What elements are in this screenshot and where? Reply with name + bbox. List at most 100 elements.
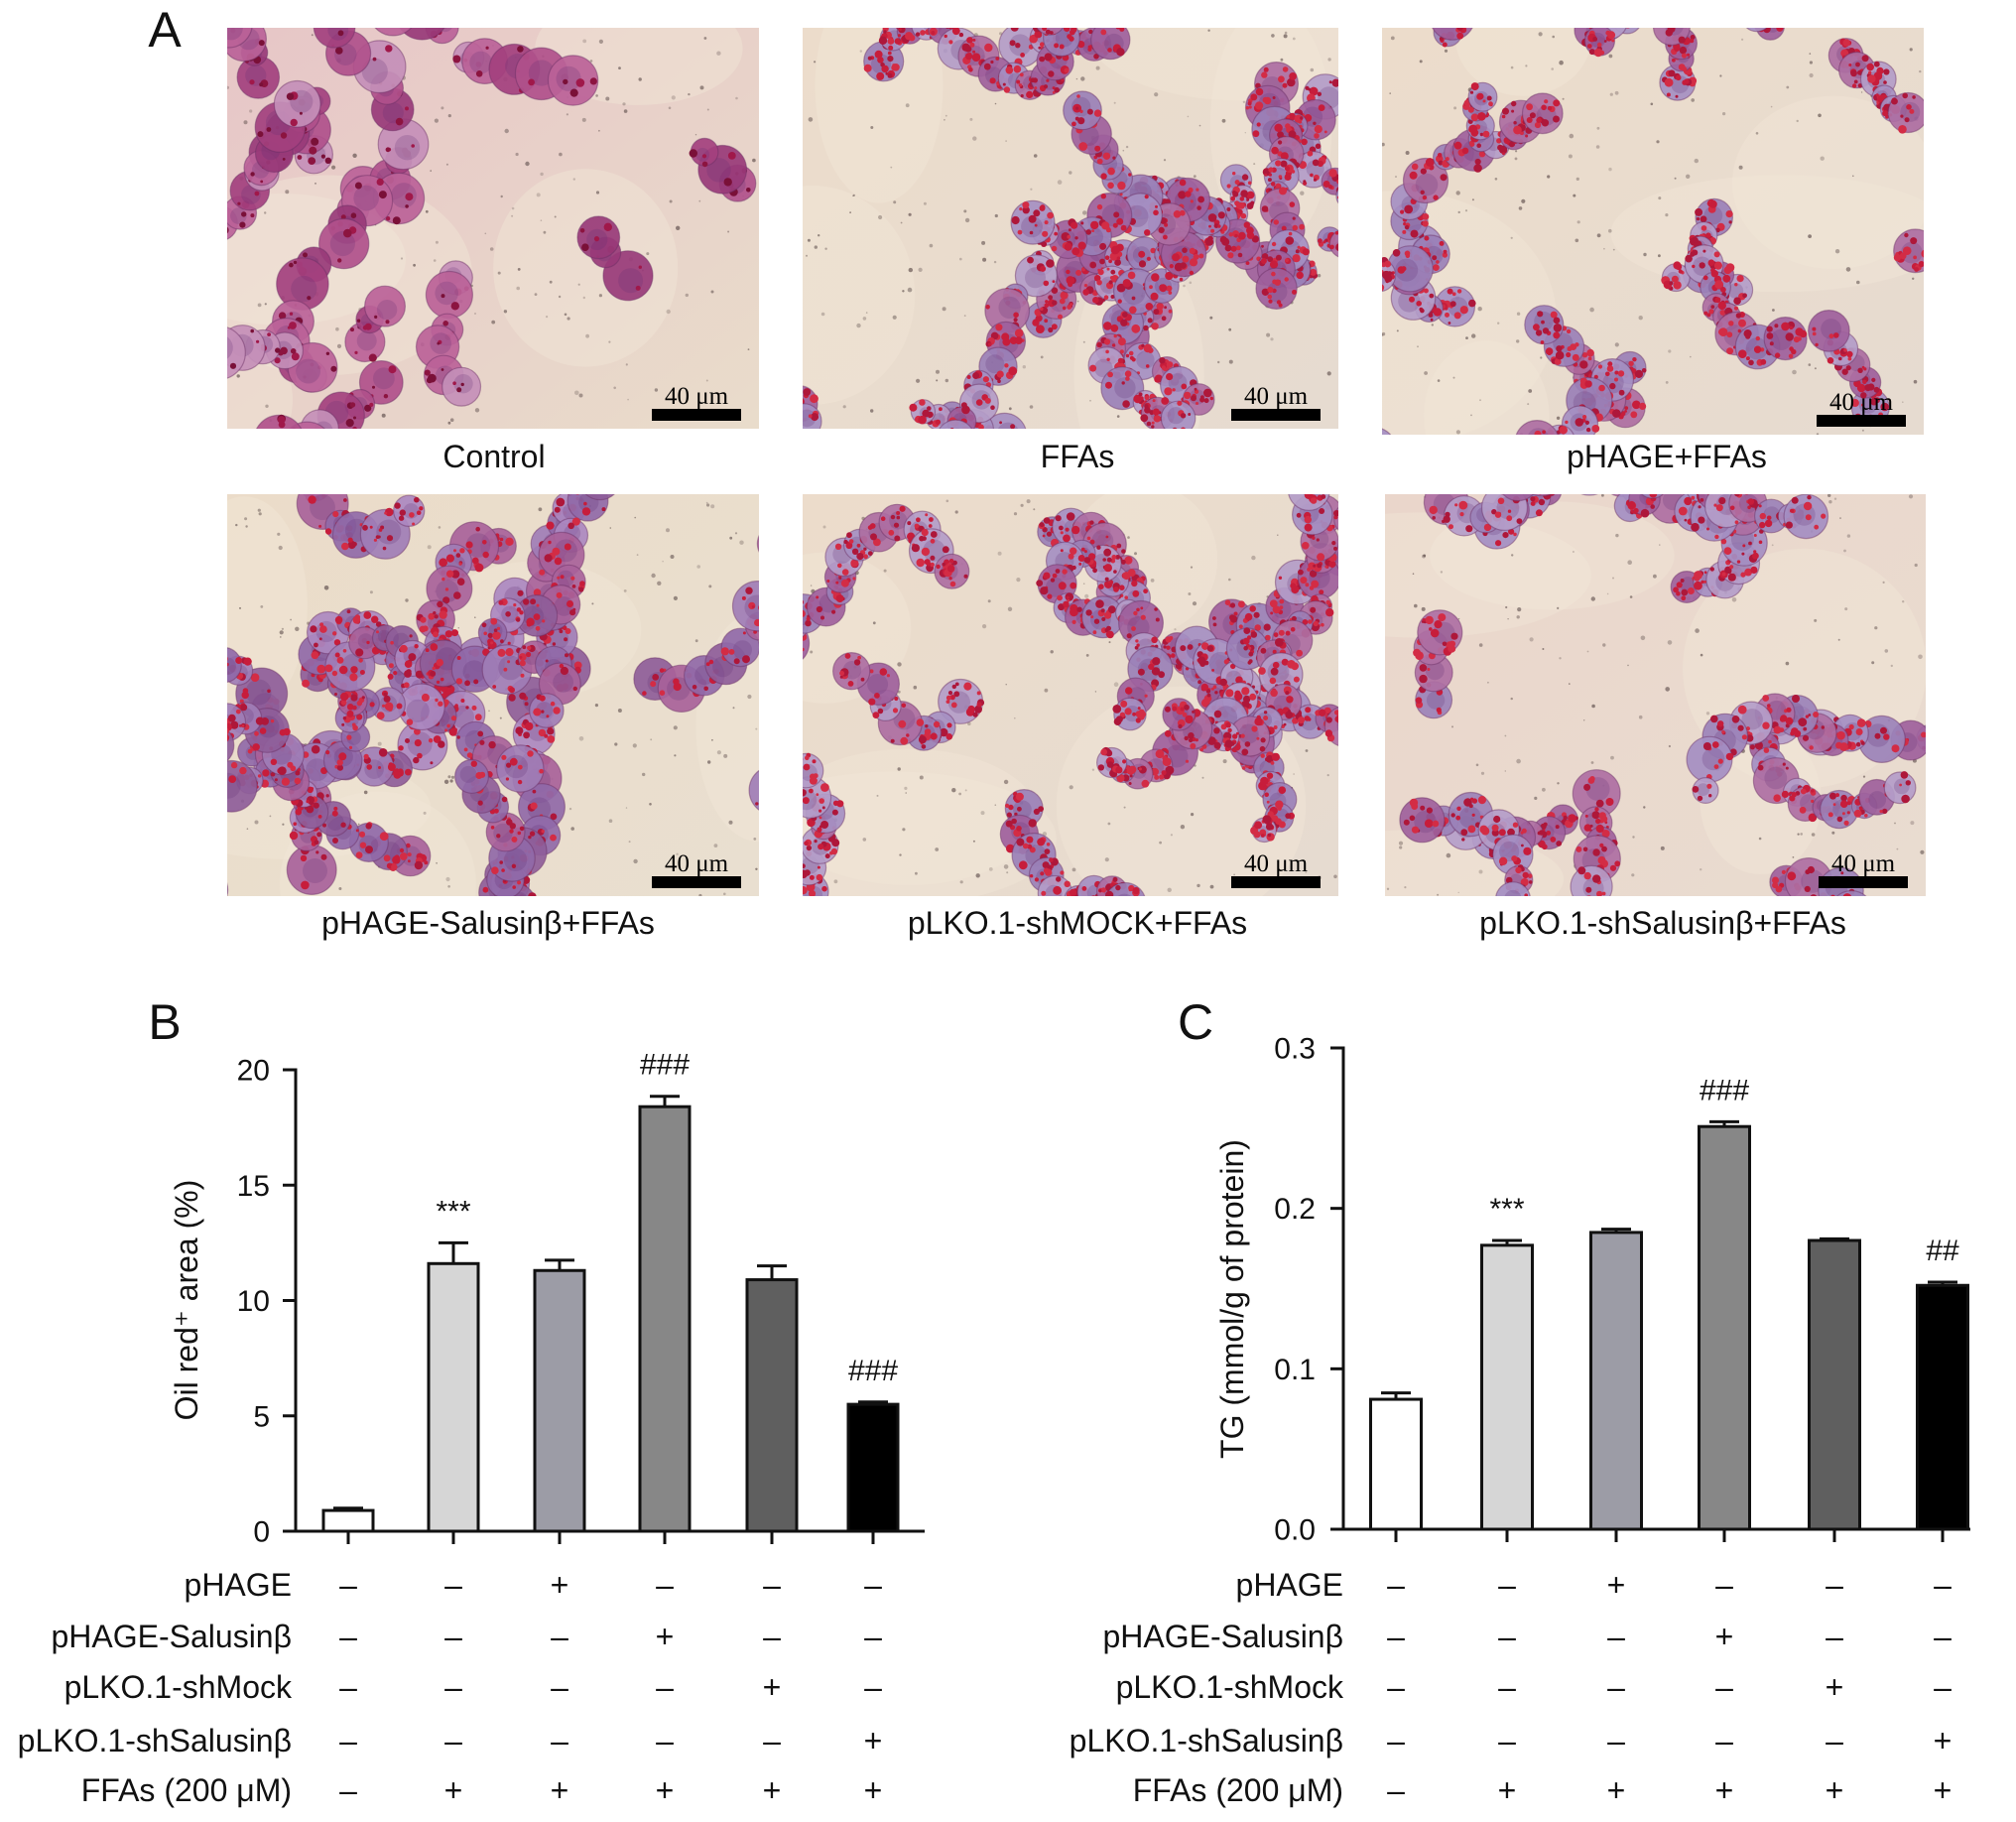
lipid-droplet (1660, 4, 1663, 7)
cell (1352, 428, 1396, 471)
lipid-droplet (1866, 64, 1874, 71)
lipid-droplet (369, 354, 377, 362)
lipid-droplet (888, 46, 893, 51)
debris-speck (596, 191, 599, 194)
lipid-droplet (1363, 101, 1367, 105)
lipid-droplet (1014, 65, 1022, 73)
lipid-droplet (1876, 93, 1879, 96)
lipid-droplet (1551, 451, 1554, 454)
debris-speck (906, 103, 910, 107)
debris-speck (446, 164, 448, 166)
lipid-droplet (1813, 332, 1817, 336)
debris-speck (1456, 191, 1460, 195)
debris-speck (981, 241, 985, 245)
debris-speck (265, 405, 268, 408)
debris-speck (735, 97, 738, 100)
lipid-droplet (1349, 244, 1355, 250)
debris-speck (930, 244, 934, 248)
lipid-droplet (1318, 238, 1323, 243)
lipid-droplet (1624, 20, 1633, 29)
lipid-droplet (1775, 352, 1780, 357)
lipid-droplet (1148, 318, 1153, 323)
lipid-droplet (1483, 489, 1486, 492)
lipid-droplet (1758, 7, 1763, 12)
lipid-droplet (1300, 116, 1303, 119)
lipid-droplet (589, 442, 597, 450)
lipid-droplet (756, 478, 763, 485)
lipid-droplet (1478, 489, 1481, 492)
lipid-droplet (1369, 275, 1373, 279)
cell (1340, 448, 1382, 489)
lipid-droplet (1348, 504, 1353, 509)
micrograph-caption: pHAGE+FFAs (1567, 439, 1767, 474)
lipid-droplet (1154, 415, 1161, 422)
lipid-droplet (1106, 358, 1109, 361)
lipid-droplet (1573, 354, 1579, 361)
debris-speck (451, 776, 454, 779)
lipid-droplet (1040, 266, 1046, 272)
lipid-droplet (716, 451, 724, 458)
lipid-droplet (1336, 180, 1341, 185)
debris-speck (1497, 323, 1499, 325)
cell-nucleus (190, 4, 207, 21)
lipid-droplet (1585, 421, 1589, 425)
lipid-droplet (1047, 21, 1050, 24)
lipid-droplet (1601, 21, 1608, 28)
cell (204, 0, 252, 48)
lipid-droplet (1352, 237, 1355, 240)
lipid-droplet (690, 149, 697, 157)
lipid-droplet (636, 286, 641, 291)
lipid-droplet (1077, 117, 1084, 124)
debris-speck (565, 314, 567, 317)
lipid-droplet (1364, 441, 1368, 445)
lipid-droplet (1362, 184, 1370, 192)
lipid-droplet (1471, 82, 1479, 90)
lipid-droplet (1191, 395, 1197, 401)
debris-speck (259, 512, 262, 515)
lipid-droplet (1140, 396, 1144, 400)
lipid-droplet (1328, 185, 1332, 189)
debris-speck (485, 233, 487, 235)
lipid-droplet (1703, 276, 1708, 281)
lipid-droplet (1742, 293, 1747, 298)
debris-speck (430, 170, 432, 172)
lipid-droplet (1063, 307, 1067, 311)
lipid-droplet (278, 416, 286, 424)
lipid-droplet (1345, 254, 1348, 257)
debris-speck (585, 334, 589, 338)
debris-speck (707, 760, 710, 763)
debris-speck (280, 630, 284, 634)
lipid-droplet (1919, 261, 1925, 267)
lipid-droplet (1092, 297, 1099, 304)
lipid-droplet (404, 682, 410, 688)
lipid-droplet (958, 456, 961, 459)
debris-speck (237, 374, 240, 377)
lipid-droplet (1008, 366, 1017, 375)
lipid-droplet (1598, 364, 1602, 368)
debris-speck (637, 554, 639, 556)
lipid-droplet (803, 456, 807, 460)
lipid-droplet (879, 37, 887, 45)
lipid-droplet (1669, 69, 1676, 76)
lipid-droplet (1094, 109, 1101, 116)
debris-speck (618, 709, 622, 713)
lipid-droplet (1615, 13, 1622, 20)
lipid-droplet (1367, 107, 1370, 110)
debris-speck (1686, 175, 1690, 179)
lipid-droplet (1354, 498, 1362, 506)
debris-speck (1245, 132, 1246, 133)
debris-speck (1525, 65, 1527, 66)
lipid-droplet (1519, 443, 1527, 451)
lipid-droplet (1076, 94, 1080, 98)
lipid-droplet (1501, 485, 1507, 491)
cell (282, 422, 332, 472)
cell-nucleus (1664, 0, 1678, 6)
cell-nucleus (1938, 235, 1955, 253)
lipid-droplet (1268, 295, 1273, 300)
lipid-droplet (1746, 356, 1750, 360)
lipid-droplet (628, 429, 631, 432)
lipid-droplet (1745, 334, 1750, 339)
lipid-droplet (1436, 260, 1440, 264)
cell-nucleus (1042, 9, 1058, 25)
debris-speck (1083, 341, 1085, 343)
